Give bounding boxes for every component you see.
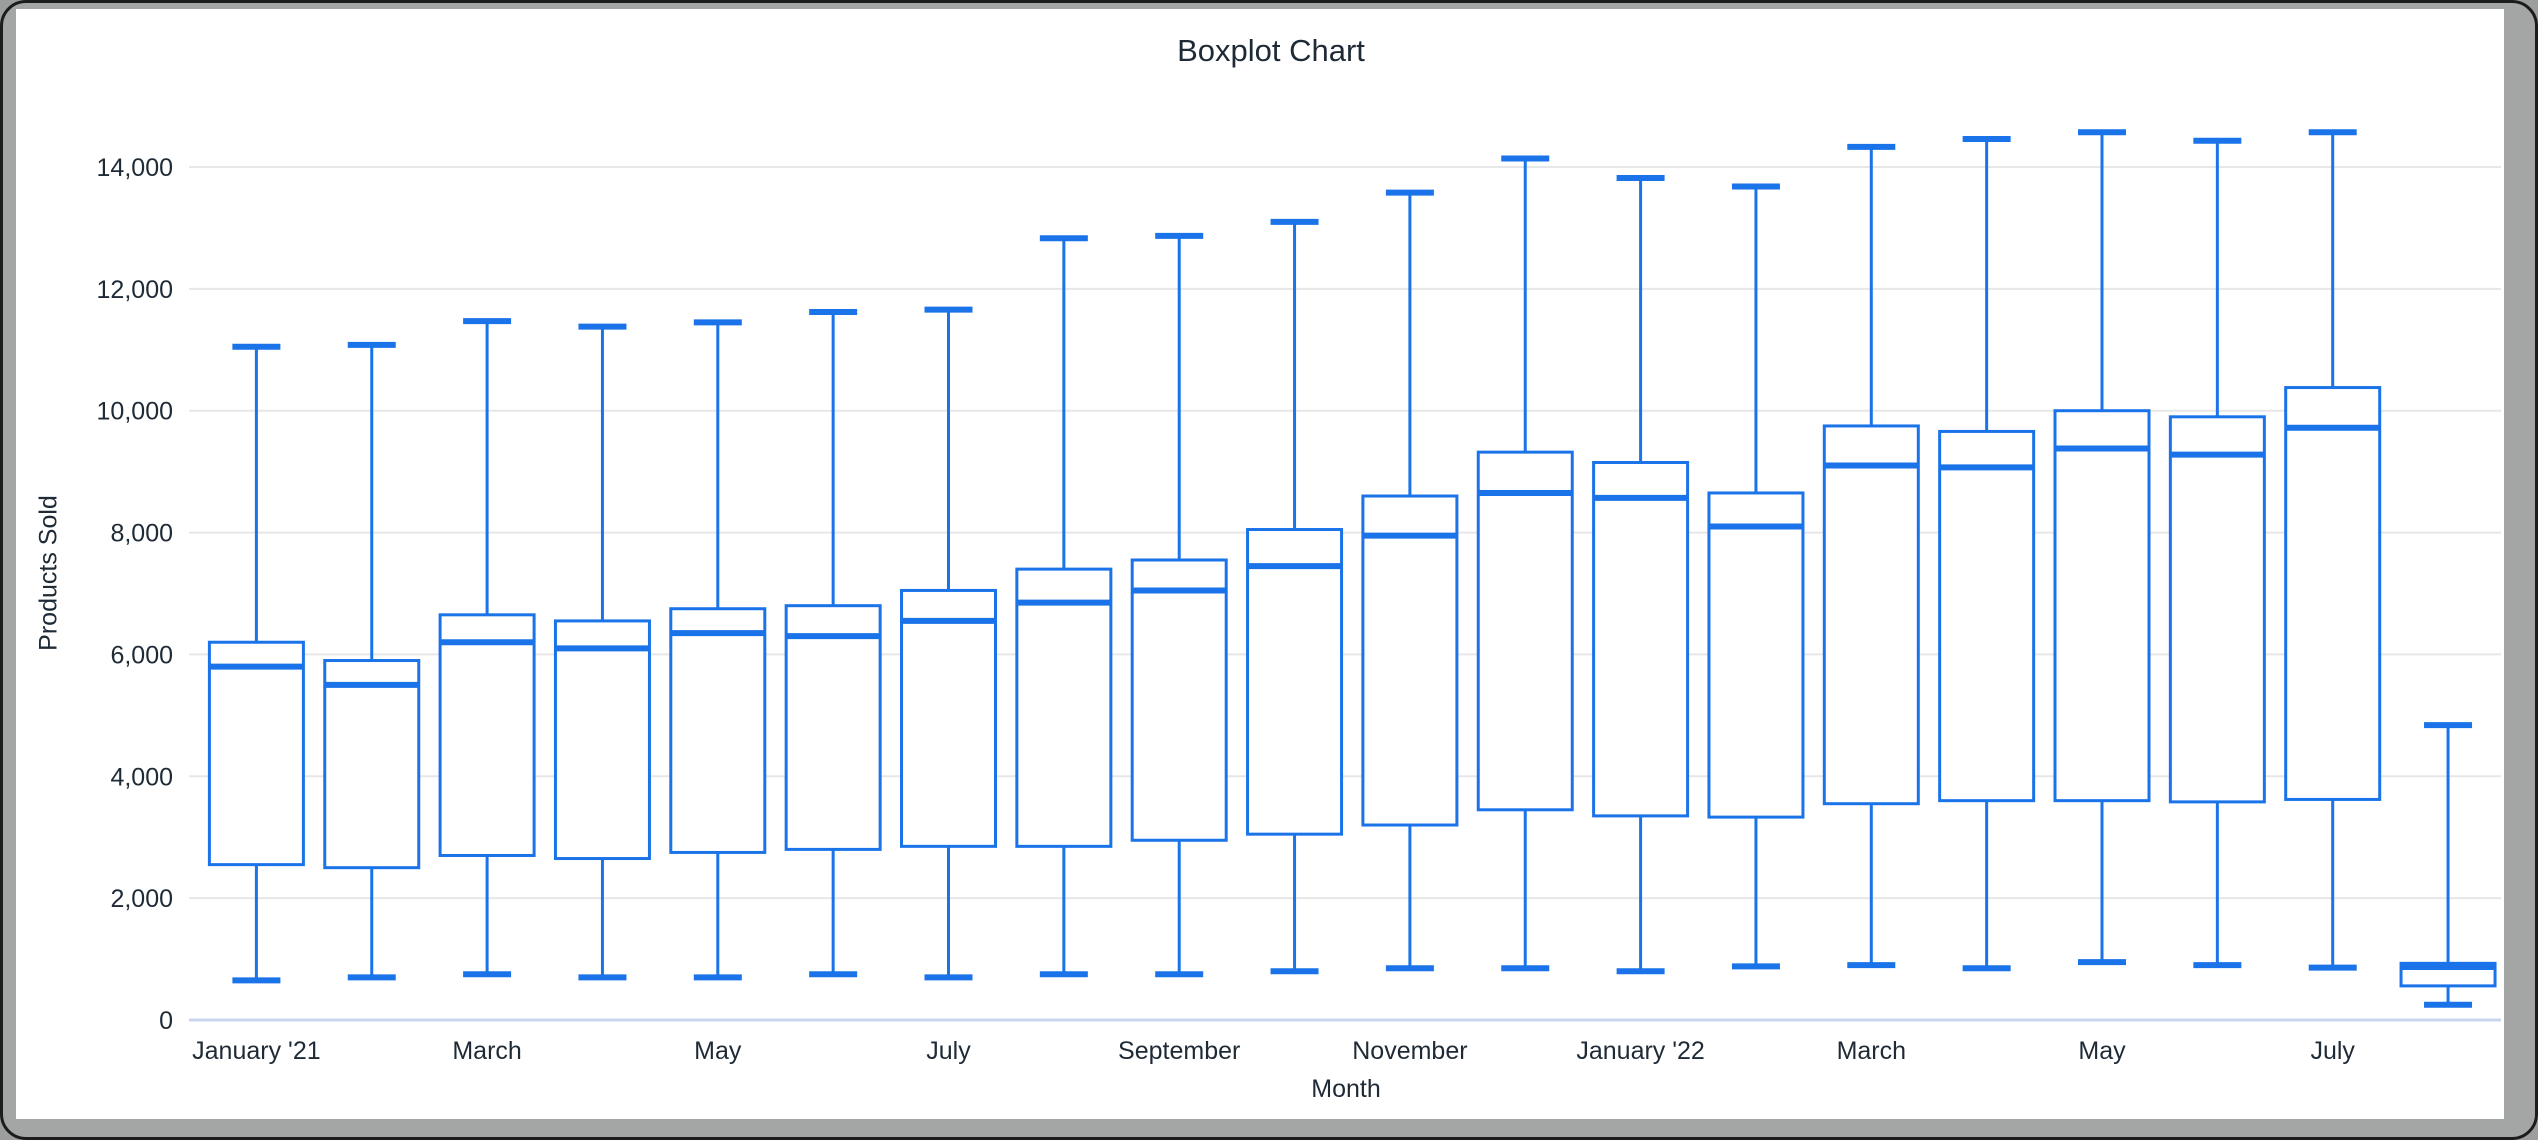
boxplot-month-20[interactable]: [2399, 722, 2497, 1008]
boxplot-chart: 0 2,000 4,000 6,000 8,000 10,000 12,000 14,000 J…: [97, 129, 2501, 1065]
x-tick-label: July: [2310, 1037, 2355, 1065]
y-tick-label: 10,000: [97, 398, 173, 426]
boxplot-month-16[interactable]: [1938, 135, 2036, 972]
y-tick-label: 4,000: [110, 763, 173, 791]
boxplot-july[interactable]: [2284, 129, 2382, 971]
iqr-box: [438, 613, 536, 857]
chart-title: Boxplot Chart: [1177, 33, 1365, 68]
boxplot-november[interactable]: [1361, 189, 1459, 972]
x-tick-label: January '21: [192, 1037, 320, 1065]
y-tick-label: 14,000: [97, 154, 173, 182]
x-tick-label: November: [1352, 1037, 1467, 1065]
boxplot-may[interactable]: [2053, 129, 2151, 966]
boxplot-month-10[interactable]: [1246, 218, 1344, 975]
iqr-box: [1476, 450, 1574, 812]
x-tick-label: March: [1837, 1037, 1906, 1065]
iqr-box: [1707, 491, 1805, 819]
iqr-box: [1938, 429, 2036, 803]
boxplot-month-18[interactable]: [2168, 137, 2266, 969]
iqr-box: [1246, 528, 1344, 836]
iqr-box: [2053, 409, 2151, 803]
iqr-box: [553, 619, 651, 861]
boxplot-may[interactable]: [669, 319, 767, 981]
boxplot-march[interactable]: [1822, 143, 1920, 969]
iqr-box: [2168, 415, 2266, 804]
iqr-box: [1015, 567, 1113, 848]
iqr-box: [1361, 494, 1459, 827]
boxplot-month-12[interactable]: [1476, 155, 1574, 972]
y-tick-label: 12,000: [97, 276, 173, 304]
iqr-box: [1822, 424, 1920, 806]
iqr-box: [1592, 461, 1690, 818]
y-tick-label: 6,000: [110, 641, 173, 669]
boxplot-month-4[interactable]: [553, 323, 651, 981]
x-axis-title: Month: [1311, 1075, 1381, 1103]
y-tick-label: 8,000: [110, 520, 173, 548]
x-tick-label: May: [694, 1037, 742, 1065]
x-tick-label: July: [926, 1037, 971, 1065]
x-tick-label: May: [2078, 1037, 2126, 1065]
iqr-box: [2284, 386, 2382, 801]
boxplot-month-14[interactable]: [1707, 183, 1805, 970]
boxplot-january-22[interactable]: [1592, 174, 1690, 975]
iqr-box: [900, 588, 997, 848]
iqr-box: [207, 640, 305, 867]
y-tick-label: 2,000: [110, 885, 173, 913]
y-tick-label: 0: [159, 1007, 173, 1035]
x-tick-label: September: [1118, 1037, 1240, 1065]
boxplot-month-6[interactable]: [784, 309, 882, 978]
iqr-box: [323, 659, 421, 870]
y-axis-title: Products Sold: [34, 495, 63, 651]
boxplot-month-8[interactable]: [1015, 235, 1113, 978]
boxplot-september[interactable]: [1130, 232, 1228, 978]
x-tick-label: January '22: [1576, 1037, 1704, 1065]
iqr-box: [1130, 558, 1228, 842]
boxplot-month-2[interactable]: [323, 341, 421, 981]
iqr-box: [669, 607, 767, 854]
iqr-box: [784, 604, 882, 851]
boxplot-july[interactable]: [900, 306, 997, 981]
boxplot-march[interactable]: [438, 318, 536, 978]
boxplot-january-21[interactable]: [207, 343, 305, 984]
x-tick-label: March: [452, 1037, 521, 1065]
